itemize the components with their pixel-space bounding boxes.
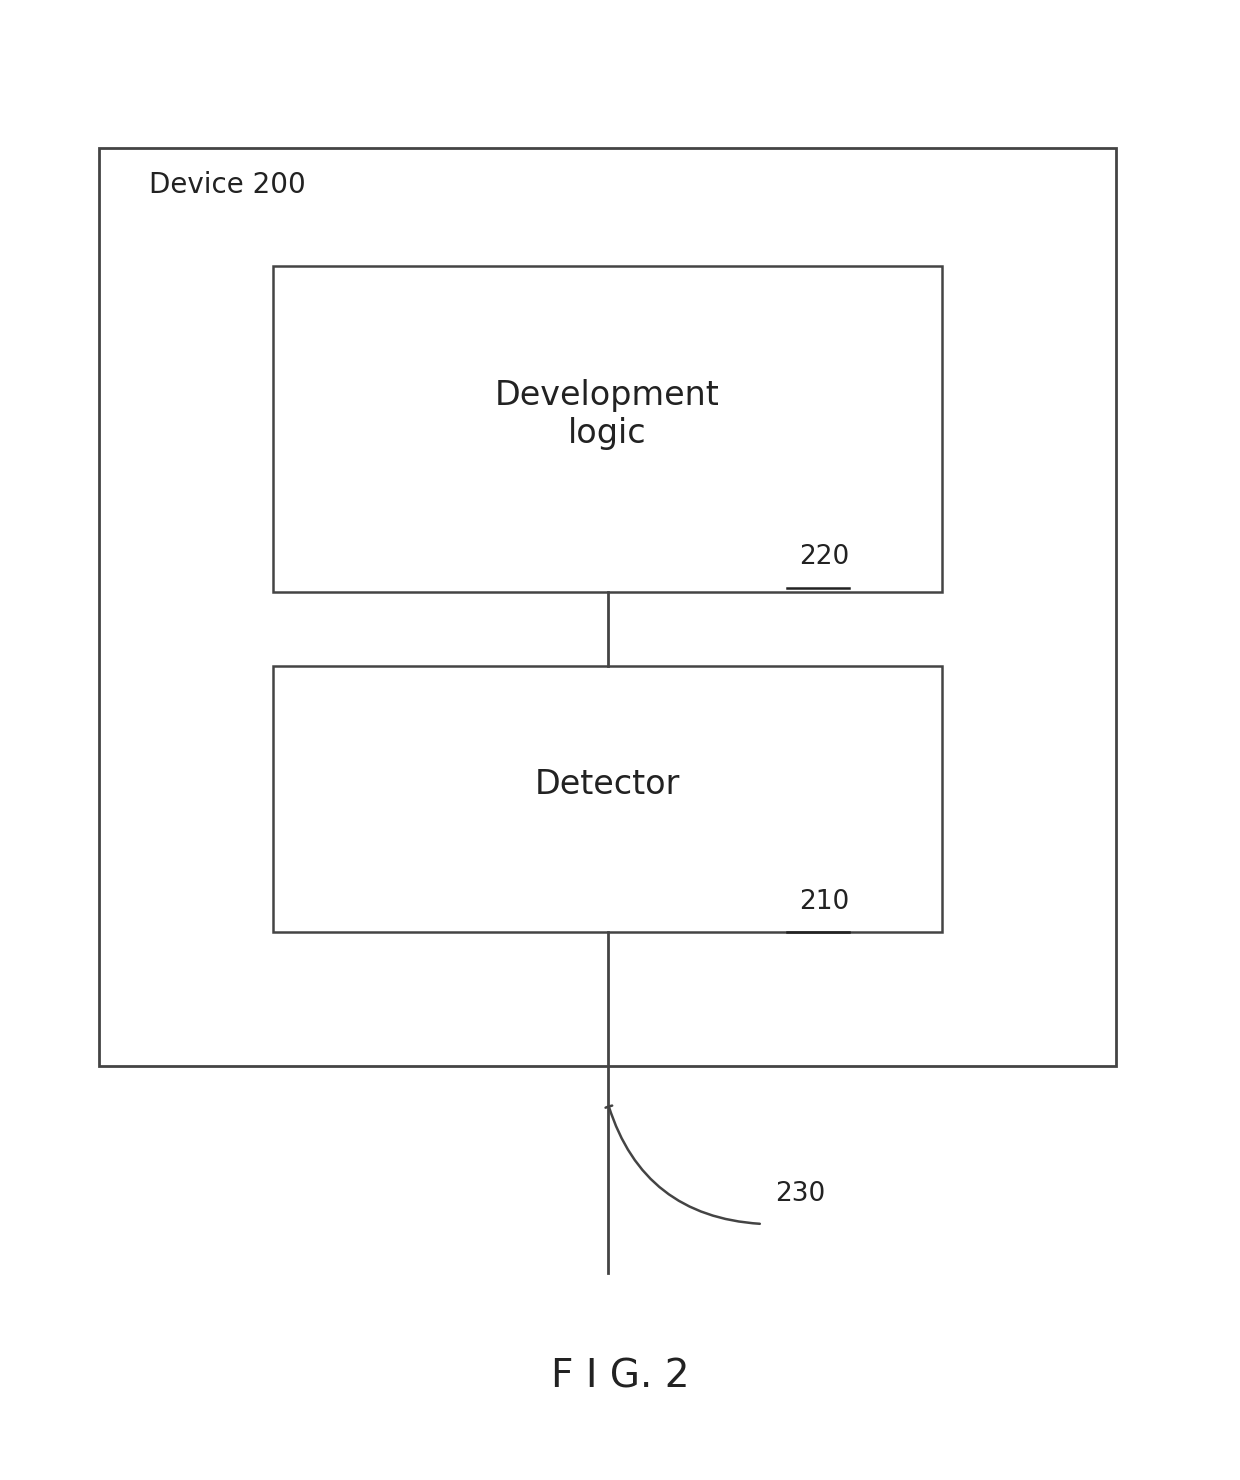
Bar (273, 666, 942, 932)
Bar (273, 266, 942, 592)
Text: Detector: Detector (534, 768, 681, 801)
Text: Device 200: Device 200 (149, 172, 305, 198)
Text: 210: 210 (799, 888, 849, 915)
Text: Development
logic: Development logic (495, 379, 720, 450)
Text: 220: 220 (799, 543, 849, 570)
Text: 230: 230 (775, 1181, 826, 1208)
Bar (99, 148, 1116, 1066)
Text: F I G. 2: F I G. 2 (551, 1357, 689, 1396)
